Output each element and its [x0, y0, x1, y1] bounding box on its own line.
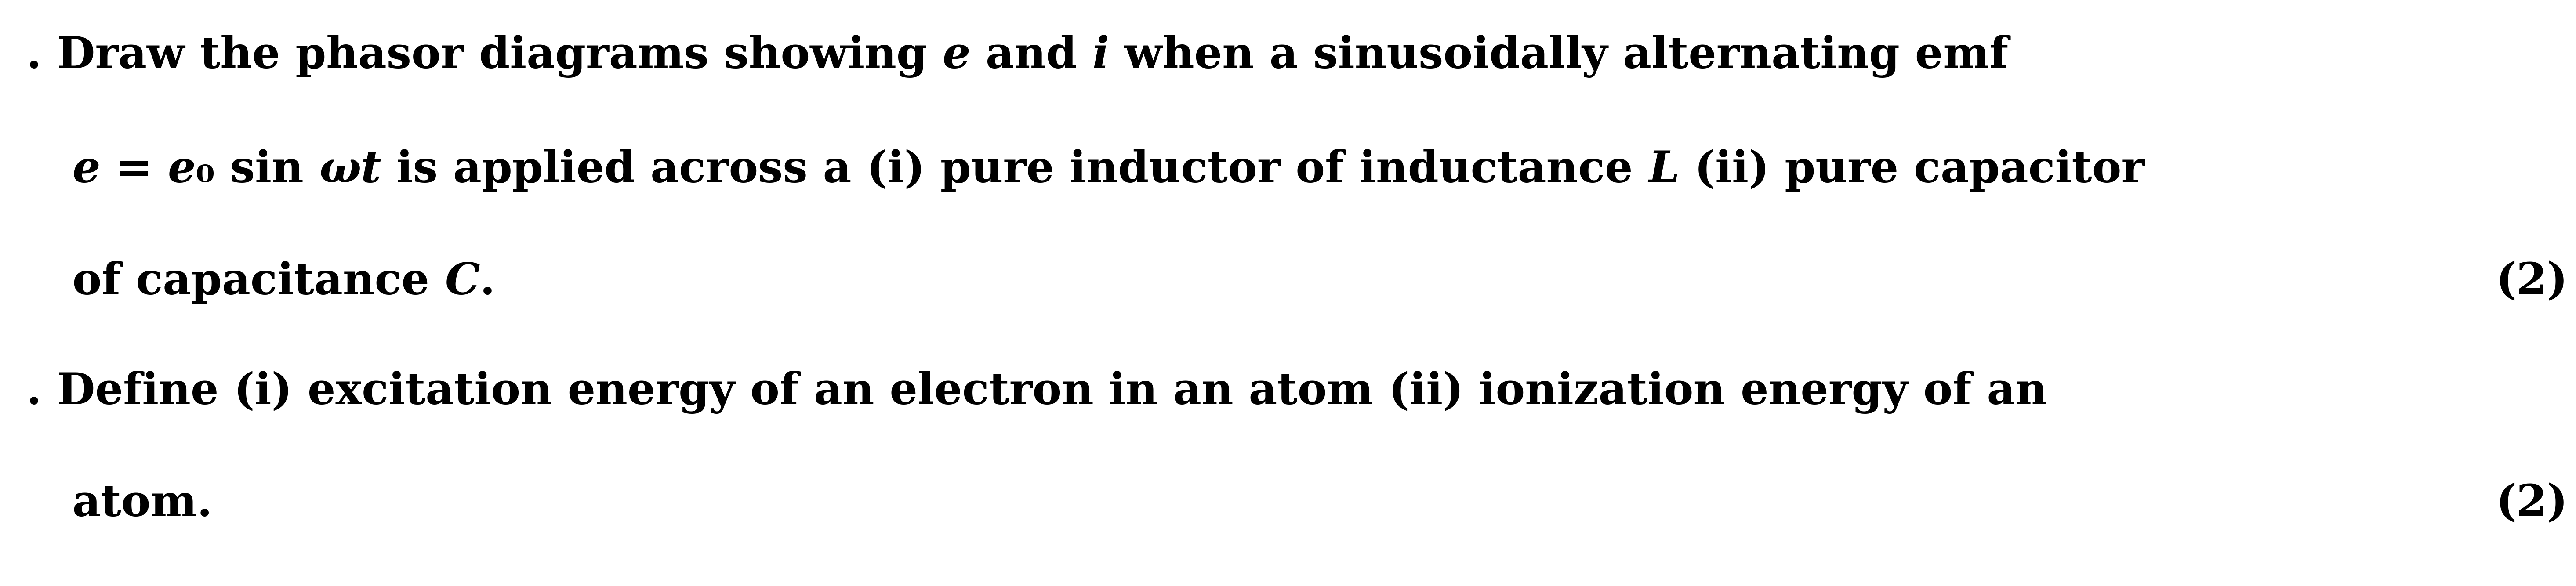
Text: . Draw the phasor diagrams showing: . Draw the phasor diagrams showing: [26, 35, 943, 78]
Text: .: .: [479, 261, 495, 304]
Text: when a sinusoidally alternating emf: when a sinusoidally alternating emf: [1110, 35, 2009, 78]
Text: (ii) pure capacitor: (ii) pure capacitor: [1680, 149, 2146, 192]
Text: and: and: [971, 35, 1092, 77]
Text: . Define (i) excitation energy of an electron in an atom (ii) ionization energy : . Define (i) excitation energy of an ele…: [26, 371, 2048, 414]
Text: i: i: [1092, 35, 1110, 77]
Text: e: e: [167, 149, 196, 191]
Text: e: e: [943, 35, 971, 77]
Text: atom.: atom.: [26, 483, 211, 526]
Text: C: C: [446, 261, 479, 304]
Text: ₀: ₀: [196, 149, 214, 192]
Text: is applied across a (i) pure inductor of inductance: is applied across a (i) pure inductor of…: [381, 149, 1649, 192]
Text: sin: sin: [214, 149, 319, 192]
Text: e: e: [72, 149, 100, 191]
Text: of capacitance: of capacitance: [26, 261, 446, 304]
Text: ωt: ωt: [319, 149, 381, 191]
Text: (2): (2): [2496, 483, 2568, 526]
Text: L: L: [1649, 149, 1680, 191]
Text: =: =: [100, 149, 167, 192]
Text: (2): (2): [2496, 261, 2568, 304]
